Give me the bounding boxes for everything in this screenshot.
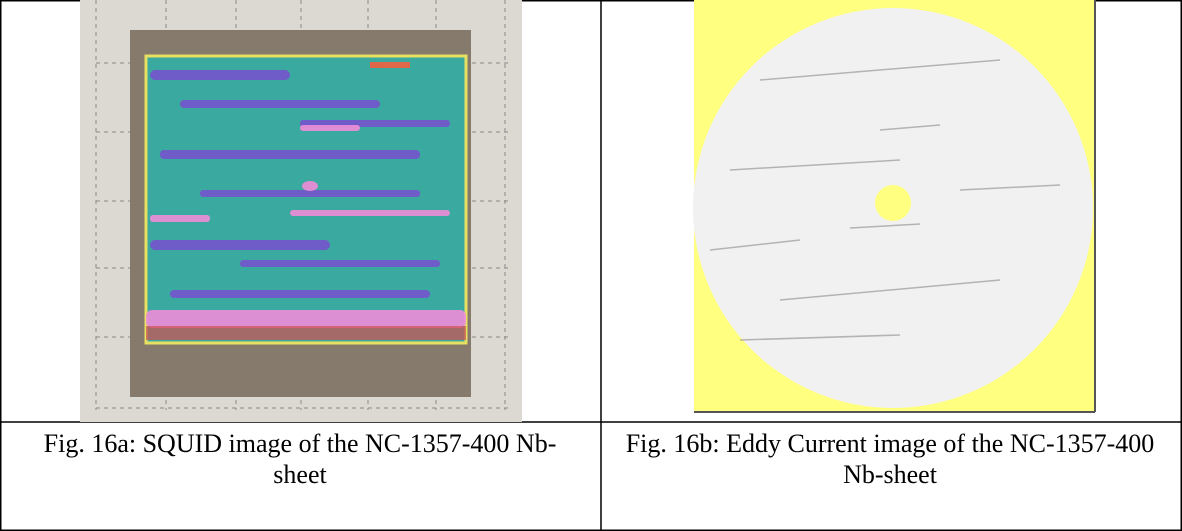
caption: Fig. 16b: Eddy Current image of the NC-1…: [625, 428, 1155, 490]
caption: Fig. 16a: SQUID image of the NC-1357-400…: [40, 428, 560, 490]
eddy-current-image: [693, 0, 1095, 412]
squid-image: [80, 0, 522, 422]
figure-table: Fig. 16a: SQUID image of the NC-1357-400…: [0, 0, 1182, 531]
